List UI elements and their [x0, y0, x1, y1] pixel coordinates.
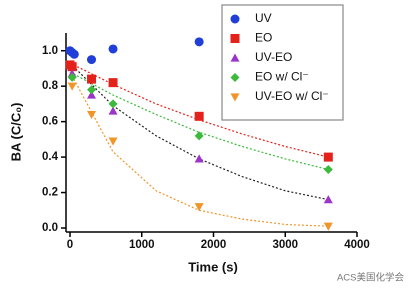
data-point — [108, 137, 118, 146]
data-point — [194, 37, 204, 47]
legend-label: UV — [255, 11, 272, 25]
legend-marker — [230, 14, 240, 24]
data-point — [108, 44, 118, 54]
data-point — [194, 203, 204, 212]
data-point — [323, 195, 333, 204]
data-point — [323, 152, 333, 162]
data-point — [194, 131, 204, 141]
x-tick-label: 1000 — [129, 239, 155, 251]
fit-curve — [69, 71, 329, 171]
x-tick-label: 4000 — [344, 239, 370, 251]
data-point — [108, 78, 118, 88]
data-point — [87, 90, 97, 99]
y-tick-label: 0.2 — [42, 187, 58, 199]
legend-box — [221, 4, 344, 121]
legend-label: EO — [255, 31, 272, 45]
x-tick-label: 3000 — [272, 239, 298, 251]
legend-marker — [230, 53, 240, 62]
x-tick-label: 0 — [67, 239, 73, 251]
legend-marker — [230, 34, 240, 43]
data-point — [194, 154, 204, 163]
y-tick-label: 0.6 — [42, 116, 58, 128]
data-point — [194, 111, 204, 121]
y-axis-title: BA (C/C₀) — [8, 103, 23, 162]
legend-label: UV-EO — [255, 50, 292, 64]
data-point — [67, 62, 77, 72]
x-tick-label: 2000 — [201, 239, 227, 251]
data-point — [108, 99, 118, 109]
legend-marker — [230, 73, 240, 82]
data-point — [67, 82, 77, 91]
data-point — [87, 110, 97, 120]
legend-label: UV-EO w/ Cl⁻ — [255, 89, 329, 103]
data-point — [87, 74, 97, 84]
x-axis-title: Time (s) — [188, 259, 238, 274]
data-point — [87, 85, 97, 95]
y-tick-label: 1.0 — [42, 45, 58, 57]
data-point — [323, 165, 333, 174]
legend-marker — [230, 93, 240, 102]
y-tick-label: 0.4 — [42, 151, 59, 163]
data-point — [67, 72, 77, 82]
legend-label: EO w/ Cl⁻ — [255, 70, 309, 84]
y-tick-label: 0.8 — [42, 80, 59, 92]
data-point — [87, 55, 97, 65]
y-tick-label: 0.0 — [42, 222, 58, 234]
data-point — [323, 222, 333, 231]
data-point — [108, 106, 118, 115]
data-point — [69, 49, 79, 59]
watermark: ACS美国化学会 — [337, 272, 405, 284]
